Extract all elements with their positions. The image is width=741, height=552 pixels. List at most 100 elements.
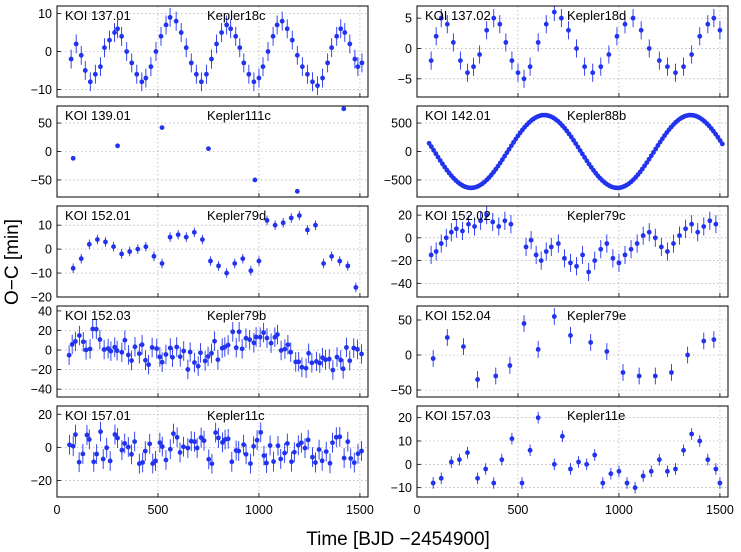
y-tick-label: 50 (38, 117, 52, 131)
data-point (652, 235, 658, 241)
data-point (183, 234, 189, 240)
data-point (198, 350, 203, 356)
y-tick-label: 10 (38, 7, 52, 21)
data-point (558, 15, 564, 21)
y-tick-label: 10 (38, 219, 52, 233)
data-point (278, 456, 284, 462)
data-point (271, 459, 276, 464)
data-point (241, 442, 247, 448)
data-point (665, 64, 670, 70)
data-point (284, 26, 290, 32)
data-point (167, 14, 173, 20)
data-point (224, 22, 230, 28)
data-point (582, 64, 588, 70)
data-point (499, 457, 505, 463)
data-point (460, 228, 465, 234)
planet-label: Kepler79b (207, 308, 266, 323)
data-point (94, 237, 100, 242)
data-point (465, 450, 470, 456)
data-point (67, 442, 72, 448)
y-tick-label: 0 (45, 344, 52, 358)
data-point (345, 439, 351, 445)
data-point (588, 340, 594, 345)
data-point (90, 326, 96, 332)
data-point (502, 153, 508, 159)
data-point (294, 188, 300, 194)
data-point (535, 40, 541, 45)
data-point (136, 351, 142, 357)
data-point (484, 27, 490, 33)
data-point (258, 429, 264, 435)
data-point (205, 354, 211, 359)
data-point (580, 252, 585, 258)
data-point (252, 177, 258, 183)
data-point (319, 458, 325, 464)
data-point (313, 222, 318, 228)
data-point (707, 218, 713, 224)
data-point (129, 60, 135, 66)
data-point (230, 329, 236, 335)
data-point (483, 466, 489, 472)
koi-label: KOI 152.03 (65, 308, 131, 323)
data-point (240, 256, 246, 262)
data-point (132, 439, 138, 445)
data-point (616, 260, 622, 266)
data-point (112, 432, 118, 437)
data-point (76, 333, 82, 338)
data-point (705, 457, 711, 463)
data-point (320, 75, 325, 81)
y-tick-label: −20 (31, 291, 52, 305)
data-point (673, 466, 678, 472)
data-point (506, 146, 512, 152)
panel-3: −50 0 50 KOI 139.01 Kepler111c (31, 105, 369, 198)
data-point (302, 445, 308, 451)
data-point (604, 241, 610, 246)
data-point (646, 46, 652, 51)
data-point (140, 460, 146, 465)
data-point (574, 263, 579, 269)
x-tick-label: 500 (508, 503, 529, 517)
data-point (185, 445, 191, 451)
panel-frame (416, 205, 729, 298)
panel-frame (56, 105, 369, 198)
data-point (296, 213, 302, 218)
data-point (582, 154, 588, 160)
data-point (334, 33, 340, 39)
data-point (656, 58, 662, 63)
x-tick-label: 1500 (706, 503, 734, 517)
data-point (87, 346, 93, 352)
data-point (119, 251, 125, 257)
data-point (296, 359, 302, 365)
data-point (448, 459, 454, 465)
data-point (209, 461, 215, 467)
data-point (472, 224, 477, 229)
data-point (306, 350, 312, 356)
koi-label: KOI 157.03 (425, 408, 491, 423)
data-point (112, 30, 117, 35)
data-point (126, 352, 131, 358)
data-point (683, 226, 688, 232)
data-point (713, 221, 719, 227)
data-point (147, 441, 153, 447)
data-point (573, 141, 579, 146)
data-point (665, 468, 670, 474)
y-tick-label: −20 (391, 254, 412, 268)
data-point (528, 237, 534, 243)
data-point (600, 480, 606, 486)
data-point (112, 344, 118, 350)
data-point (114, 348, 120, 354)
data-point (157, 354, 163, 360)
y-axis-label: O−C [min] (2, 219, 23, 305)
data-point (329, 45, 335, 51)
data-point (592, 452, 598, 458)
data-point (86, 241, 92, 247)
data-point (185, 367, 191, 372)
data-point (124, 49, 130, 54)
data-point (282, 450, 287, 456)
data-point (337, 258, 343, 264)
data-point (272, 222, 278, 228)
data-point (264, 217, 270, 223)
y-tick-label: −40 (31, 383, 52, 397)
data-point (471, 64, 476, 70)
data-point (265, 49, 271, 54)
